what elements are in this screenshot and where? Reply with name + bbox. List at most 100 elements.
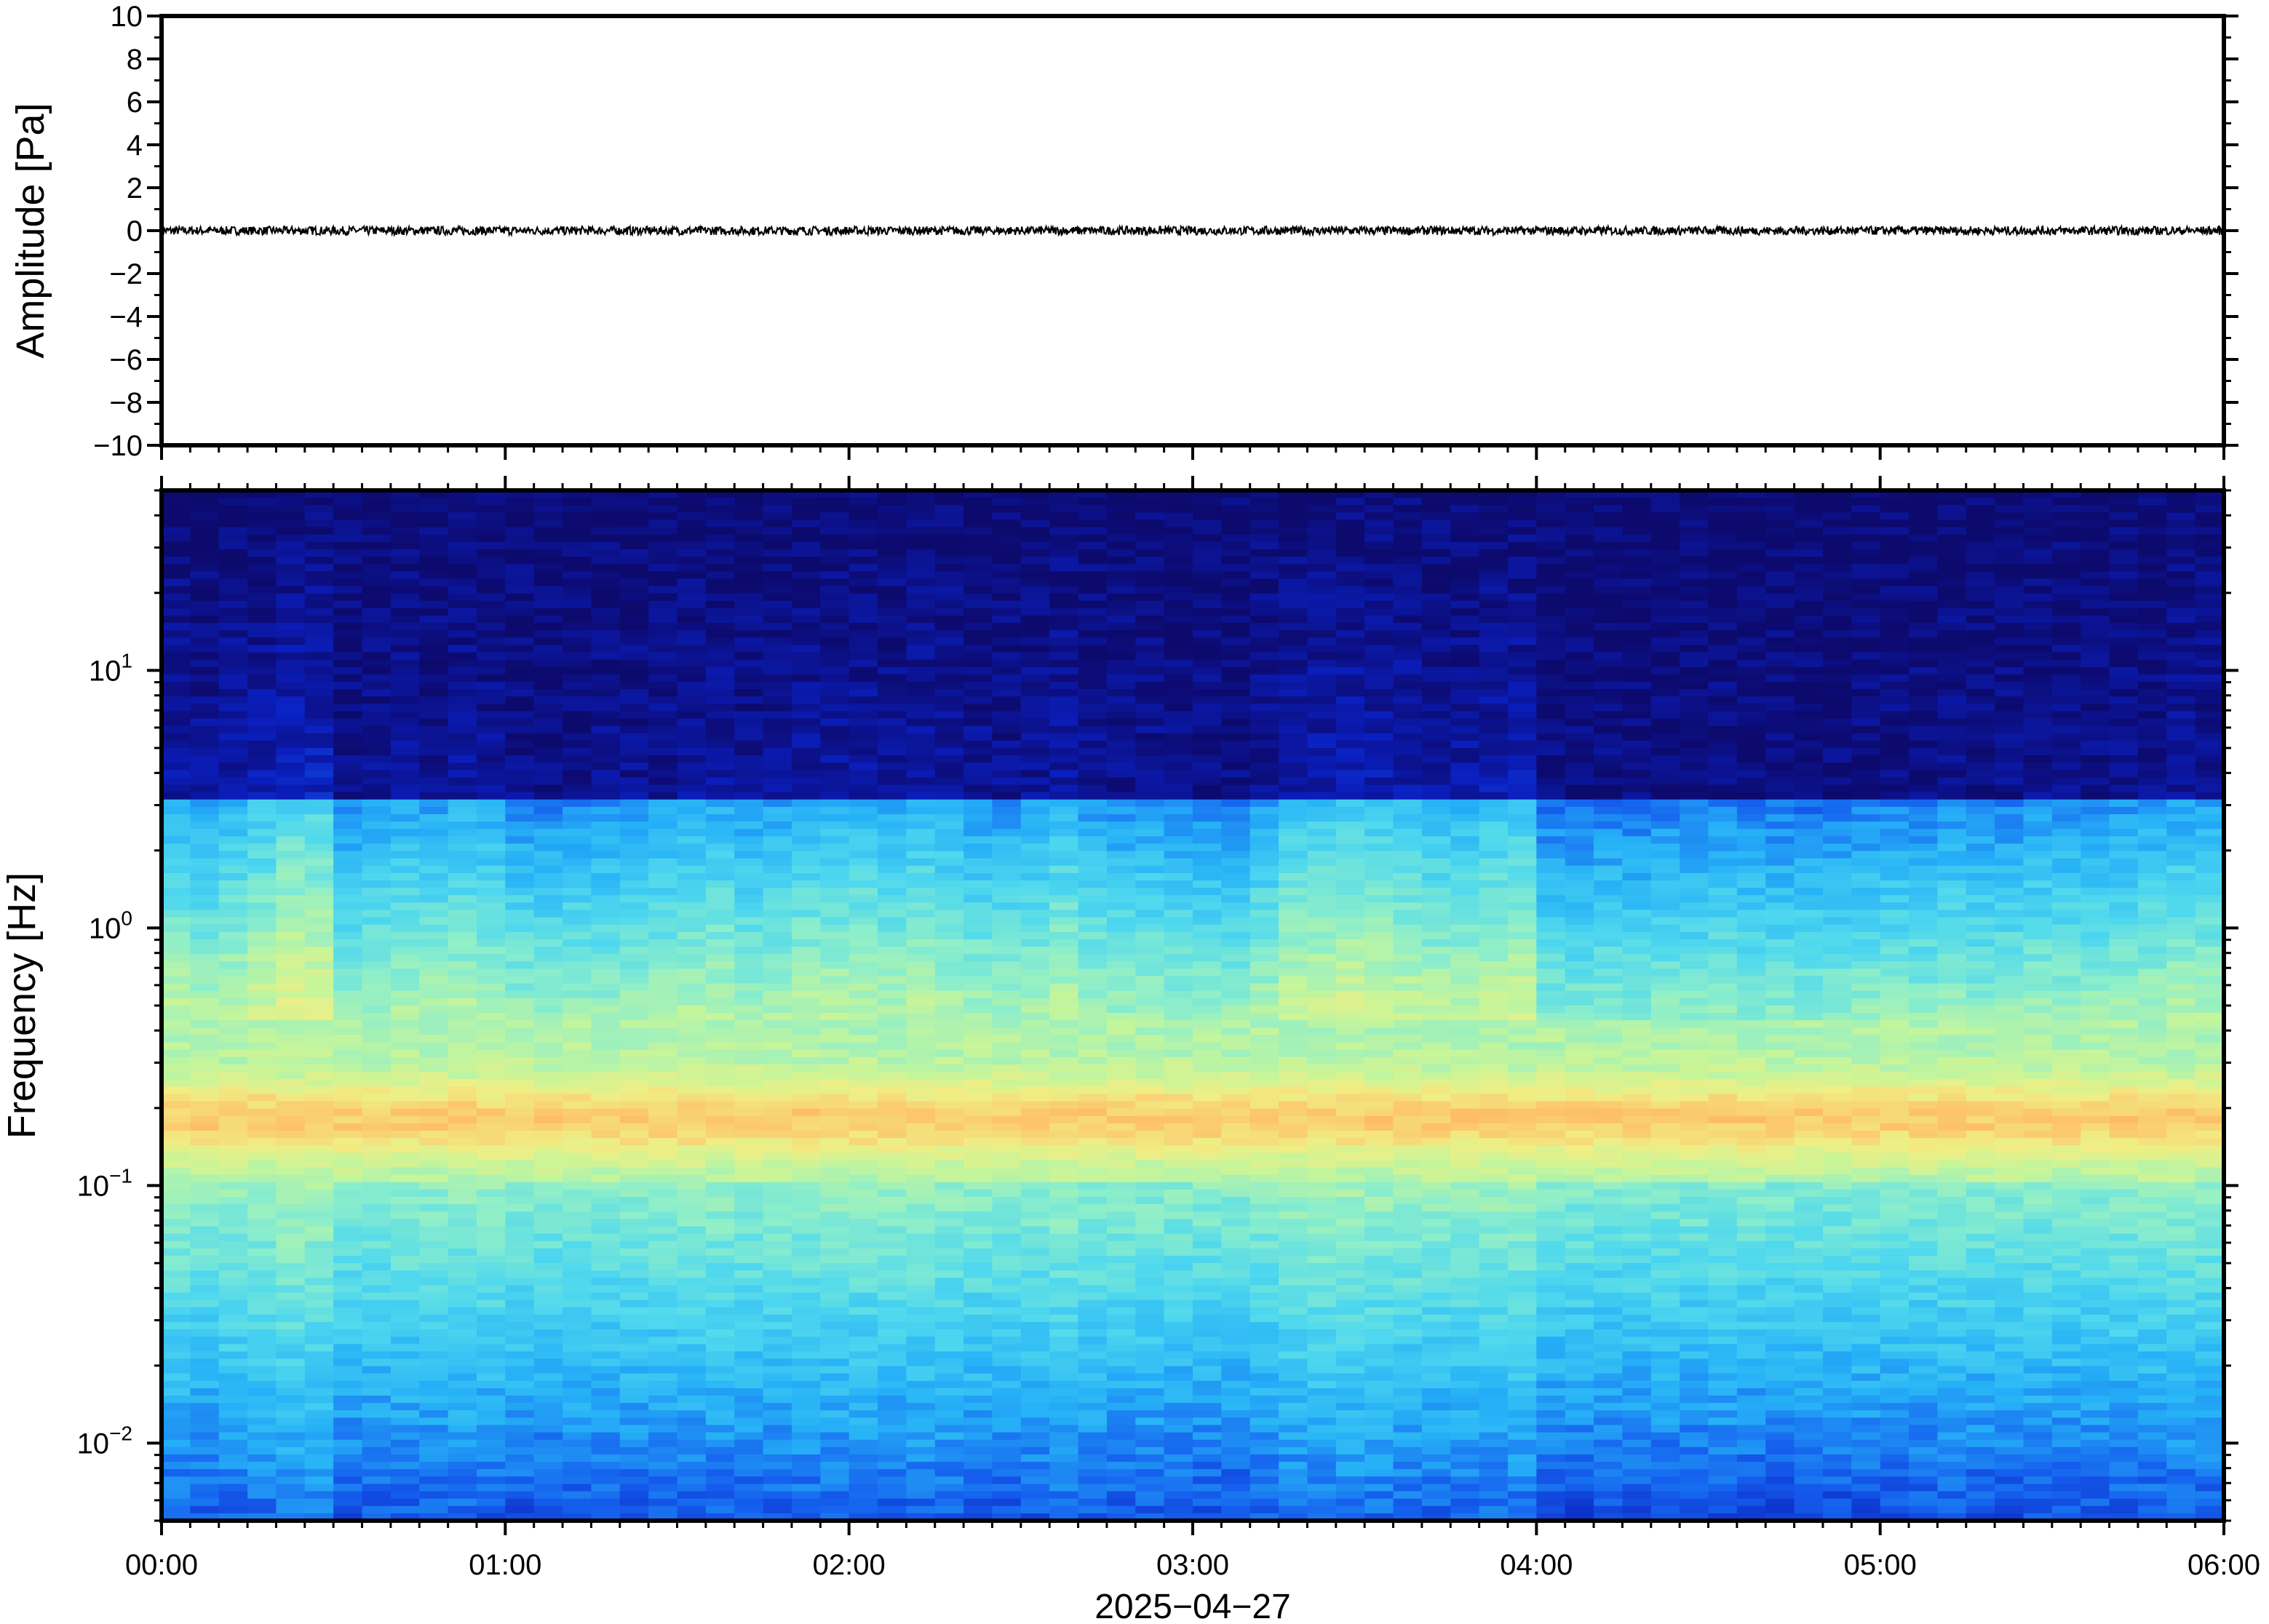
spectrogram-cell [849, 1072, 878, 1080]
spectrogram-cell [963, 600, 993, 609]
spectrogram-cell [619, 1153, 649, 1161]
spectrogram-cell [763, 888, 792, 896]
spectrogram-cell [648, 608, 678, 616]
spectrogram-cell [734, 1189, 764, 1198]
spectrogram-cell [362, 733, 392, 741]
spectrogram-cell [878, 1270, 907, 1279]
spectrogram-cell [934, 1396, 964, 1404]
spectrogram-cell [190, 1174, 220, 1183]
spectrogram-cell [1135, 578, 1165, 587]
spectrogram-cell [763, 704, 792, 712]
spectrogram-cell [992, 586, 1022, 594]
spectrogram-cell [849, 681, 878, 690]
spectrogram-cell [563, 1439, 592, 1448]
spectrogram-cell [1049, 917, 1079, 926]
spectrogram-cell [419, 512, 449, 521]
spectrogram-cell [533, 1094, 563, 1102]
spectrogram-cell [304, 954, 334, 963]
spectrogram-cell [734, 1278, 764, 1286]
spectrogram-cell [934, 961, 964, 970]
spectrogram-cell [533, 1072, 563, 1080]
spectrogram-cell [1106, 954, 1137, 963]
spectrogram-cell [619, 696, 649, 705]
spectrogram-cell [162, 821, 191, 830]
spectrogram-cell [218, 1006, 248, 1014]
spectrogram-cell [190, 829, 220, 837]
spectrogram-cell [1049, 1160, 1079, 1169]
spectrogram-cell [1106, 681, 1137, 690]
spectrogram-cell [247, 1321, 277, 1330]
spectrogram-cell [619, 1196, 649, 1205]
spectrogram-cell [362, 1027, 392, 1036]
spectrogram-cell [677, 1403, 707, 1412]
spectrogram-cell [791, 704, 822, 712]
spectrogram-cell [563, 681, 592, 690]
spectrogram-cell [1049, 777, 1079, 786]
spectrogram-cell [218, 564, 248, 573]
spectrogram-cell [218, 689, 248, 697]
waveform-y-tick-label: 10 [111, 1, 143, 33]
spectrogram-cell [1020, 578, 1050, 587]
spectrogram-cell [1078, 1108, 1108, 1117]
spectrogram-cell [190, 600, 220, 609]
spectrogram-cell [677, 1233, 707, 1242]
spectrogram-cell [190, 674, 220, 682]
spectrogram-cell [763, 924, 792, 933]
spectrogram-cell [448, 1101, 477, 1110]
spectrogram-cell [1078, 1396, 1108, 1404]
spectrogram-cell [476, 623, 506, 631]
spectrogram-cell [677, 711, 707, 720]
spectrogram-cell [1106, 990, 1137, 999]
waveform-trace [162, 223, 2224, 238]
spectrogram-cell [533, 792, 563, 800]
spectrogram-cell [934, 557, 964, 565]
spectrogram-cell [934, 1233, 964, 1242]
spectrogram-cell [934, 1321, 964, 1330]
spectrogram-cell [705, 718, 736, 727]
spectrogram-cell [162, 1307, 191, 1315]
spectrogram-cell [533, 806, 563, 815]
spectrogram-cell [190, 836, 220, 845]
spectrogram-cell [791, 549, 822, 557]
spectrogram-cell [677, 1425, 707, 1433]
spectrogram-cell [276, 623, 306, 631]
spectrogram-cell [333, 1498, 363, 1507]
spectrogram-cell [476, 1167, 506, 1176]
spectrogram-cell [533, 1196, 563, 1205]
spectrogram-cell [533, 777, 563, 786]
spectrogram-cell [648, 505, 678, 514]
spectrogram-cell [162, 1366, 191, 1374]
spectrogram-cell [476, 578, 506, 587]
spectrogram-cell [1078, 1476, 1108, 1485]
spectrogram-cell [648, 615, 678, 624]
spectrogram-cell [878, 1086, 907, 1095]
spectrogram-cell [276, 1476, 306, 1485]
spectrogram-cell [247, 947, 277, 955]
spectrogram-cell [533, 1035, 563, 1043]
spectrogram-cell [563, 512, 592, 521]
spectrogram-cell [648, 1094, 678, 1102]
spectrogram-cell [791, 1344, 822, 1353]
spectrogram-cell [276, 1469, 306, 1478]
spectrogram-cell [906, 681, 936, 690]
spectrogram-cell [1020, 1337, 1050, 1345]
spectrogram-cell [1049, 1219, 1079, 1227]
spectrogram-cell [705, 578, 736, 587]
spectrogram-cell [648, 947, 678, 955]
spectrogram-cell [591, 557, 621, 565]
spectrogram-cell [505, 1351, 535, 1360]
spectrogram-cell [791, 586, 822, 594]
spectrogram-cell [906, 1432, 936, 1441]
spectrogram-cell [1106, 1064, 1137, 1072]
spectrogram-cell [705, 645, 736, 653]
spectrogram-cell [878, 740, 907, 749]
spectrogram-cell [505, 1027, 535, 1036]
spectrogram-cell [1135, 976, 1165, 984]
spectrogram-cell [677, 505, 707, 514]
spectrogram-cell [906, 578, 936, 587]
spectrogram-cell [162, 1196, 191, 1205]
spectrogram-cell [448, 829, 477, 837]
spectrogram-cell [362, 1278, 392, 1286]
spectrogram-cell [476, 917, 506, 926]
spectrogram-cell [705, 1351, 736, 1360]
